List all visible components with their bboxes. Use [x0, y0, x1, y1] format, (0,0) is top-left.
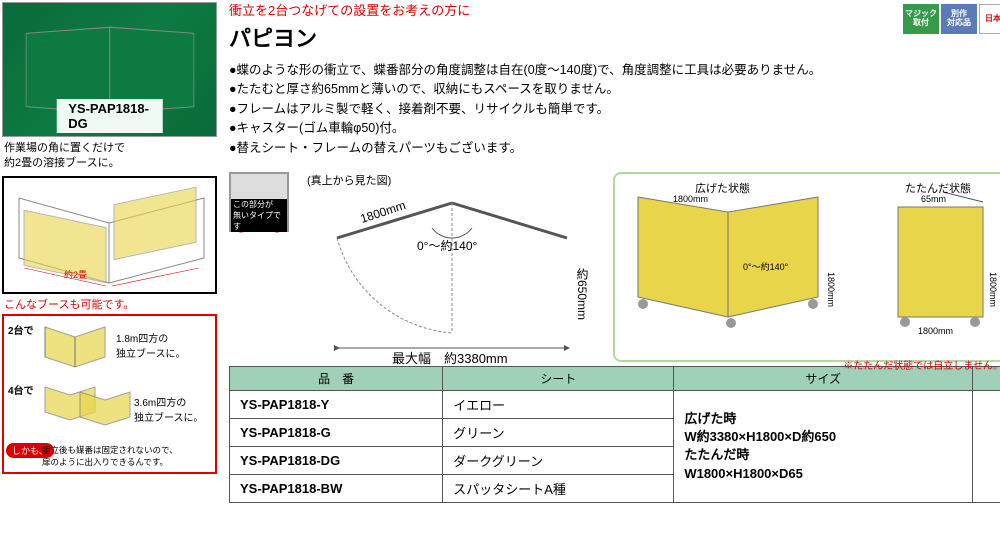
state-diagram-box: 広げた状態 たたんだ状態 1800mm 0°～約140° 1800mm 65mm…: [613, 172, 1000, 362]
fold-state-label: たたんだ状態: [905, 180, 971, 196]
booth-4-desc: 3.6m四方の 独立ブースに。: [134, 394, 204, 424]
fold-note: ※たたんだ状態では自立しません。: [623, 357, 1000, 372]
badge-japan: 日本製: [979, 4, 1000, 34]
badges: マジック 取付 別作 対応品 日本製: [903, 4, 1000, 34]
bullet-5: ●替えシート・フレームの替えパーツもございます。: [229, 139, 1000, 158]
svg-text:1800mm: 1800mm: [988, 272, 998, 307]
bullet-3: ●フレームはアルミ製で軽く、接着剤不要、リサイクルも簡単です。: [229, 100, 1000, 119]
svg-text:1800mm: 1800mm: [918, 326, 953, 336]
booth-2-label: 2台で: [8, 322, 34, 337]
booth-4-label: 4台で: [8, 382, 34, 397]
svg-text:0°～約140°: 0°～約140°: [743, 261, 789, 272]
open-state-label: 広げた状態: [695, 180, 750, 196]
svg-text:0°～約140°: 0°～約140°: [417, 238, 477, 253]
booth-diagram-2: 2台で 1.8m四方の 独立ブースに。 4台で 3.6m四方の 独立ブースに。 …: [2, 314, 217, 474]
svg-text:約2畳: 約2畳: [64, 269, 87, 280]
booth-diagram-1: 約2畳: [2, 176, 217, 294]
shikamo-text: 組立後も媒番は固定されないので、 扉のように出入りできるんです。: [42, 444, 178, 468]
booth-2-desc: 1.8m四方の 独立ブースに。: [116, 330, 186, 360]
small-box-label: この部分が 無いタイプです: [231, 199, 287, 232]
svg-text:約650mm: 約650mm: [575, 266, 589, 319]
product-code: YS-PAP1818-DG: [56, 99, 163, 133]
product-table: 品 番 シート サイズ YS-PAP1818-Y イエロー 広げた時 W約338…: [229, 366, 1000, 503]
product-image: YS-PAP1818-DG: [2, 2, 217, 137]
badge-magic: マジック 取付: [903, 4, 939, 34]
title: パピヨン: [229, 21, 1000, 53]
topview-label: (真上から見た図): [307, 172, 607, 188]
small-type-diagram: この部分が 無いタイプです: [229, 172, 301, 362]
svg-text:1800mm: 1800mm: [826, 272, 836, 307]
svg-text:最大幅 約3380mm: 最大幅 約3380mm: [392, 351, 508, 366]
svg-text:1800mm: 1800mm: [359, 198, 408, 226]
bullets: ●蝶のような形の衝立で、蝶番部分の角度調整は自在(0度～140度)で、角度調整に…: [229, 61, 1000, 158]
badge-custom: 別作 対応品: [941, 4, 977, 34]
bullet-4: ●キャスター(ゴム車輪φ50)付。: [229, 119, 1000, 138]
table-row: YS-PAP1818-Y イエロー 広げた時 W約3380×H1800×D約65…: [230, 390, 1000, 418]
arc-diagram: (真上から見た図) 1800mm 0°～約140° 約650mm 最大幅 約33…: [307, 172, 607, 362]
bullet-1: ●蝶のような形の衝立で、蝶番部分の角度調整は自在(0度～140度)で、角度調整に…: [229, 61, 1000, 80]
red-caption: こんなブースも可能です。: [4, 296, 215, 312]
caption-1: 作業場の角に置くだけで 約2畳の溶接ブースに。: [4, 141, 215, 172]
bullet-2: ●たたむと厚さ約65mmと薄いので、収納にもスペースを取りません。: [229, 80, 1000, 99]
subtitle: 衝立を2台つなげての設置をお考えの方に: [229, 0, 1000, 19]
